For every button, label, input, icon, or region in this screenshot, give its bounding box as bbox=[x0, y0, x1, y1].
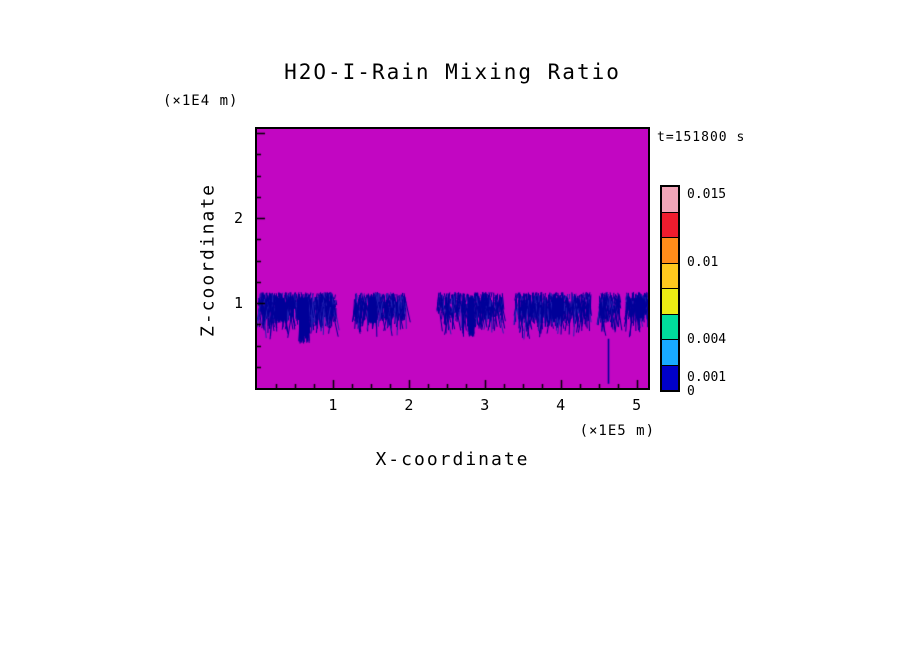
colorbar-segment bbox=[662, 212, 678, 238]
colorbar-segment bbox=[662, 238, 678, 264]
x-tick-label: 1 bbox=[328, 396, 338, 414]
colorbar-segment bbox=[662, 340, 678, 366]
x-tick-label: 5 bbox=[632, 396, 642, 414]
x-tick-label: 4 bbox=[556, 396, 566, 414]
plot-area bbox=[255, 127, 650, 390]
colorbar-label: 0.004 bbox=[687, 332, 727, 348]
z-axis-title: Z-coordinate bbox=[197, 182, 219, 338]
x-axis-units-label: (×1E5 m) bbox=[579, 423, 655, 439]
z-tick-label: 2 bbox=[233, 209, 243, 228]
colorbar-segment bbox=[662, 314, 678, 340]
colorbar-label: 0 bbox=[687, 384, 695, 399]
x-tick-label: 3 bbox=[480, 396, 490, 414]
colorbar-label: 0.015 bbox=[687, 187, 727, 203]
colorbar bbox=[660, 185, 680, 392]
colorbar-segment bbox=[662, 289, 678, 315]
heatmap-canvas bbox=[257, 129, 648, 388]
colorbar-label: 0.001 bbox=[687, 369, 727, 385]
colorbar-segment bbox=[662, 365, 678, 390]
colorbar-segment bbox=[662, 263, 678, 289]
time-label: t=151800 s bbox=[657, 130, 746, 145]
x-axis-title: X-coordinate bbox=[375, 449, 530, 470]
x-tick-label: 2 bbox=[404, 396, 414, 414]
z-tick-label: 1 bbox=[233, 294, 243, 313]
colorbar-segment bbox=[662, 187, 678, 213]
colorbar-label: 0.01 bbox=[687, 254, 719, 270]
chart-title: H2O-I-Rain Mixing Ratio bbox=[284, 60, 621, 84]
z-axis-units-label: (×1E4 m) bbox=[163, 93, 239, 109]
